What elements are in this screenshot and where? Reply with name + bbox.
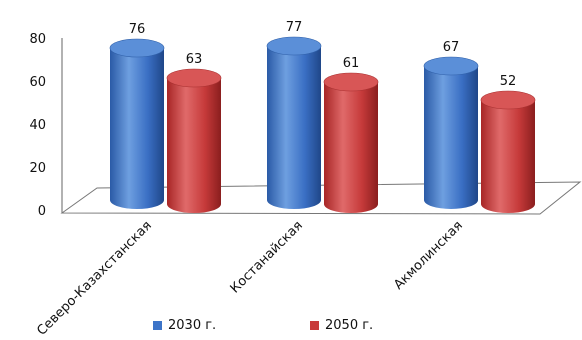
data-label: 52 [500,74,517,89]
bar-2030-0 [109,38,165,209]
cylinder-body [424,66,478,209]
cylinder-top [423,56,479,76]
data-label: 77 [286,20,303,35]
legend-label-2050: 2050 г. [325,318,374,333]
y-axis-ticks: 0 20 40 60 80 [29,32,46,219]
data-label: 61 [343,56,360,71]
cylinder-body [324,82,378,213]
chart-floor [60,181,582,215]
cylinder-top [266,36,322,56]
bar-2030-1 [266,36,322,209]
cylinder-body [267,46,321,209]
cylinder-top [323,72,379,92]
y-tick-label: 0 [38,204,46,219]
category-label: Акмолинская [391,218,466,293]
data-labels: 76 63 77 61 67 52 [129,20,517,89]
bar-2050-1 [323,72,379,213]
cylinder-body [167,78,221,213]
cylinder-top [109,38,165,58]
cylinder-top [480,90,536,110]
cylinder-body [481,100,535,213]
y-tick-label: 40 [29,118,46,133]
y-tick-label: 60 [29,75,46,90]
legend-swatch-2050 [310,321,319,330]
legend-label-2030: 2030 г. [168,318,217,333]
bar-2050-2 [480,90,536,213]
legend-item-2030: 2030 г. [153,318,216,333]
cylinder-top [166,68,222,88]
bars-group [109,36,536,213]
data-label: 76 [129,22,146,37]
legend-swatch-2030 [153,321,162,330]
cylinder-body [110,48,164,209]
data-label: 63 [186,52,203,67]
bar-2050-0 [166,68,222,213]
y-tick-label: 20 [29,161,46,176]
legend: 2030 г. 2050 г. [0,318,582,336]
legend-item-2050: 2050 г. [310,318,373,333]
category-label: Костанайская [228,218,306,296]
data-label: 67 [443,40,460,55]
y-tick-label: 80 [29,32,46,47]
bar-2030-2 [423,56,479,209]
